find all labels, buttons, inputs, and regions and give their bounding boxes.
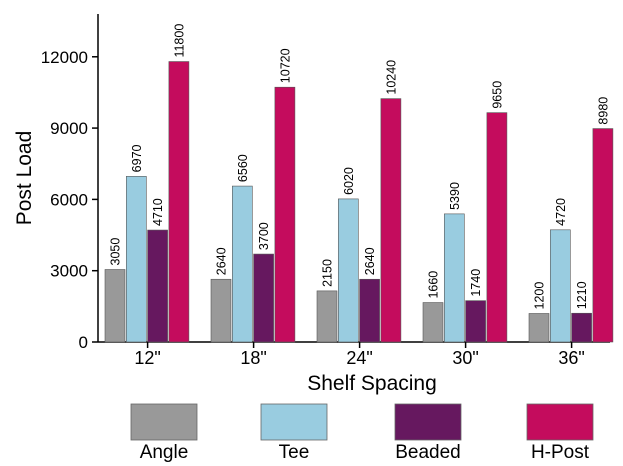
- bar-beaded: [147, 229, 168, 343]
- x-tick-label: 12": [134, 348, 160, 368]
- data-label: 9650: [490, 81, 504, 109]
- x-tick-label: 18": [240, 348, 266, 368]
- bar-tee: [337, 198, 359, 343]
- legend-label: Angle: [140, 442, 189, 463]
- y-tick-label: 9000: [50, 119, 88, 138]
- bar-angle: [210, 278, 232, 343]
- bar-h-post: [592, 128, 614, 343]
- data-label: 2150: [321, 259, 335, 287]
- data-label: 4710: [151, 198, 165, 226]
- y-tick-label: 0: [79, 333, 88, 352]
- bar-tee: [232, 185, 253, 343]
- legend: Angle Tee Beaded H-Post: [130, 403, 594, 463]
- data-label: 2640: [215, 247, 229, 275]
- legend-label: H-Post: [531, 442, 590, 463]
- data-label: 1210: [575, 281, 589, 309]
- y-tick-label: 6000: [50, 190, 88, 209]
- data-label: 1660: [427, 271, 441, 299]
- bar-h-post: [486, 112, 508, 343]
- bar-tee: [549, 229, 571, 343]
- data-label: 3050: [109, 238, 123, 266]
- data-label: 10720: [278, 48, 292, 83]
- x-tick-label: 24": [346, 348, 372, 368]
- data-label: 1200: [533, 282, 547, 310]
- legend-label: Beaded: [395, 442, 461, 463]
- bar-angle: [528, 313, 550, 343]
- y-axis-title: Post Load: [13, 131, 36, 226]
- data-label: 8980: [596, 97, 610, 125]
- data-label: 1740: [469, 269, 483, 297]
- data-label: 5390: [448, 182, 462, 210]
- y-ticks: 0 3000 6000 9000 12000: [41, 48, 98, 352]
- bar-h-post: [274, 86, 296, 343]
- bar-tee: [443, 213, 465, 343]
- bar-h-post: [168, 61, 190, 343]
- data-label: 4720: [554, 198, 568, 226]
- bar-beaded: [465, 300, 486, 343]
- x-axis-title: Shelf Spacing: [307, 372, 437, 395]
- legend-swatch-h-post: [526, 403, 594, 441]
- data-label: 6560: [236, 154, 250, 182]
- bar-tee: [126, 176, 147, 343]
- data-label: 3700: [257, 222, 271, 250]
- legend-swatch-tee: [260, 403, 328, 441]
- bar-angle: [316, 290, 338, 343]
- legend-swatch-angle: [130, 403, 198, 441]
- bar-beaded: [359, 278, 380, 343]
- bar-h-post: [380, 98, 402, 343]
- legend-swatch-beaded: [394, 403, 462, 441]
- data-label: 6970: [130, 144, 144, 172]
- x-tick-label: 36": [558, 348, 584, 368]
- x-tick-label: 30": [452, 348, 478, 368]
- bar-beaded: [571, 312, 592, 343]
- data-label: 10240: [384, 60, 398, 95]
- bars: 3050 6970 4710 11800 2640 6560 3700 10720 2150 60…: [104, 24, 614, 343]
- bar-beaded: [253, 253, 274, 343]
- data-label: 6020: [342, 167, 356, 195]
- data-label: 11800: [172, 24, 186, 58]
- y-tick-label: 12000: [41, 48, 88, 67]
- bar-angle: [422, 302, 444, 343]
- bar-angle: [104, 269, 126, 343]
- legend-label: Tee: [279, 442, 310, 463]
- data-label: 2640: [363, 247, 377, 275]
- category-labels: 12" 18" 24" 30" 36": [134, 342, 585, 368]
- y-tick-label: 3000: [50, 262, 88, 281]
